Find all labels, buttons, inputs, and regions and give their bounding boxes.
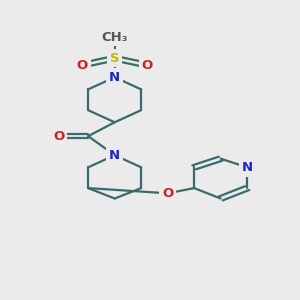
- Text: CH₃: CH₃: [101, 31, 128, 44]
- Text: O: O: [141, 58, 153, 72]
- Text: N: N: [242, 161, 253, 174]
- Text: O: O: [162, 187, 173, 200]
- Text: N: N: [109, 149, 120, 162]
- Text: O: O: [53, 130, 64, 142]
- Text: N: N: [109, 71, 120, 84]
- Text: O: O: [77, 58, 88, 72]
- Text: S: S: [110, 52, 119, 65]
